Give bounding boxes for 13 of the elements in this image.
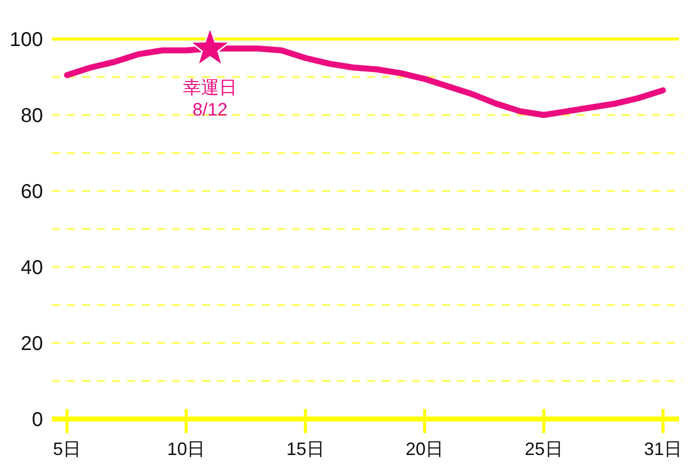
y-tick-label: 80 bbox=[20, 105, 43, 127]
annotation: 幸運日 8/12 bbox=[183, 78, 238, 120]
x-tick-label: 31日 bbox=[644, 439, 682, 459]
y-tick-label: 40 bbox=[20, 257, 43, 279]
x-tick-label: 10日 bbox=[167, 439, 206, 459]
y-tick-label: 60 bbox=[20, 181, 43, 203]
x-tick-label: 25日 bbox=[524, 439, 563, 459]
x-tick-label: 20日 bbox=[406, 439, 444, 459]
y-tick-label: 100 bbox=[10, 29, 43, 51]
x-tick-label: 15日 bbox=[286, 439, 324, 459]
y-tick-label: 20 bbox=[20, 333, 43, 355]
x-tick-label: 5日 bbox=[52, 439, 82, 459]
y-tick-label: 0 bbox=[32, 409, 43, 431]
